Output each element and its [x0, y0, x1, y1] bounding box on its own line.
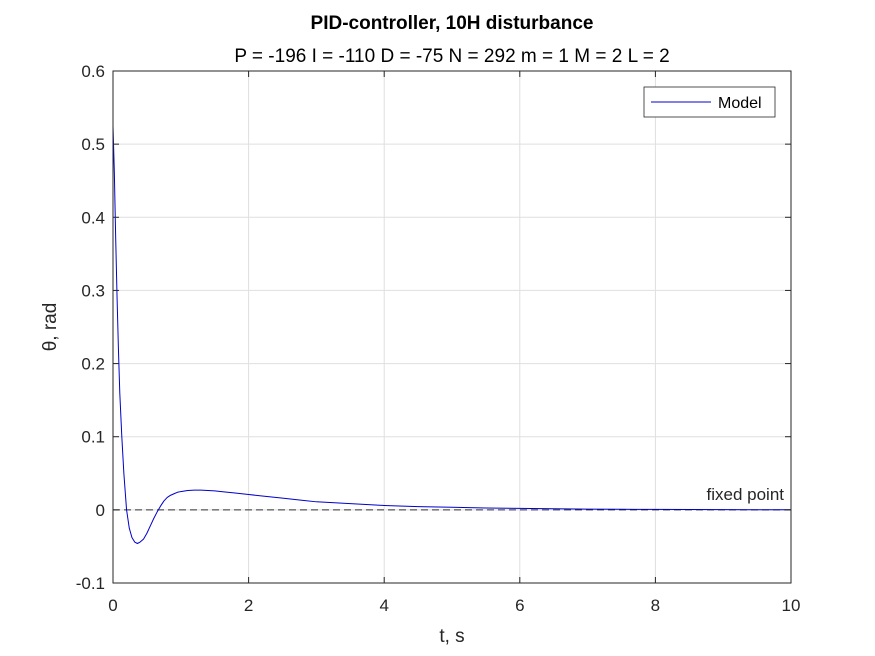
- series-line-model: [112, 125, 792, 544]
- legend-label-model: Model: [718, 95, 762, 112]
- y-tick-label: 0.1: [81, 428, 105, 447]
- x-axis-label: t, s: [439, 626, 464, 647]
- y-tick-label: -0.1: [76, 574, 105, 593]
- axes-box: [112, 70, 792, 584]
- y-axis-label: θ, rad: [40, 303, 61, 352]
- x-tick-label: 4: [379, 596, 388, 615]
- chart-title: PID-controller, 10H disturbance: [311, 13, 594, 34]
- x-tick-label: 6: [515, 596, 524, 615]
- plot-area: [113, 71, 791, 583]
- ticks: [112, 70, 792, 584]
- y-tick-label: 0.4: [81, 208, 105, 227]
- x-tick-labels: 0 2 4 6 8 10: [108, 596, 800, 615]
- chart-subtitle: P = -196 I = -110 D = -75 N = 292 m = 1 …: [234, 46, 669, 67]
- y-tick-label: 0.3: [81, 281, 105, 300]
- x-tick-label: 2: [244, 596, 253, 615]
- x-tick-label: 8: [651, 596, 660, 615]
- y-tick-label: 0.5: [81, 135, 105, 154]
- y-tick-label: 0.2: [81, 355, 105, 374]
- series-group: [112, 125, 792, 544]
- y-tick-label: 0: [96, 501, 105, 520]
- legend: Model: [643, 86, 776, 118]
- x-tick-label: 0: [108, 596, 117, 615]
- y-tick-label: 0.6: [81, 62, 105, 81]
- x-tick-label: 10: [782, 596, 801, 615]
- fixed-point-label: fixed point: [707, 485, 785, 504]
- y-tick-labels: -0.1 0 0.1 0.2 0.3 0.4 0.5 0.6: [76, 62, 105, 593]
